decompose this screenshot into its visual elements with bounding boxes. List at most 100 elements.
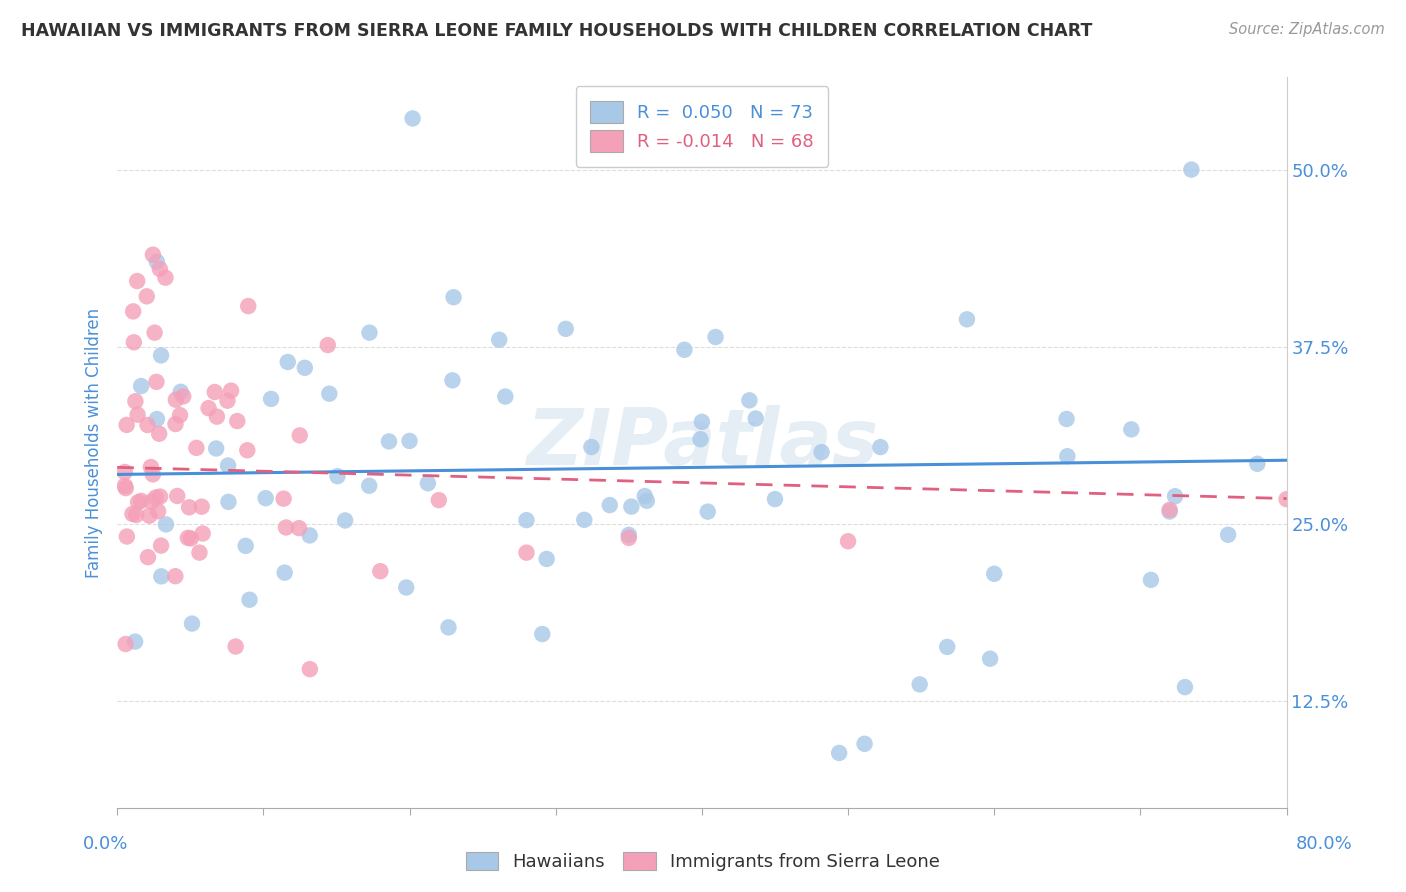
- Point: [696, 505, 718, 519]
- Point: [115, 417, 138, 432]
- Point: [494, 390, 516, 404]
- Point: [398, 434, 420, 448]
- Point: [441, 373, 464, 387]
- Point: [1180, 162, 1202, 177]
- Point: [908, 677, 931, 691]
- Point: [368, 564, 391, 578]
- Point: [1159, 504, 1181, 518]
- Point: [869, 440, 891, 454]
- Point: [1216, 528, 1239, 542]
- Point: [143, 326, 166, 340]
- Point: [1159, 503, 1181, 517]
- Point: [149, 490, 172, 504]
- Point: [188, 546, 211, 560]
- Point: [294, 360, 316, 375]
- Point: [150, 348, 173, 362]
- Point: [326, 469, 349, 483]
- Point: [427, 493, 450, 508]
- Point: [150, 569, 173, 583]
- Point: [437, 620, 460, 634]
- Point: [217, 393, 239, 408]
- Point: [416, 476, 439, 491]
- Point: [810, 445, 832, 459]
- Point: [581, 440, 603, 454]
- Point: [238, 299, 260, 313]
- Point: [177, 531, 200, 545]
- Point: [1164, 489, 1187, 503]
- Point: [219, 384, 242, 398]
- Point: [274, 520, 297, 534]
- Point: [217, 495, 239, 509]
- Point: [124, 634, 146, 648]
- Point: [1319, 454, 1341, 468]
- Point: [122, 335, 145, 350]
- Point: [141, 494, 163, 508]
- Text: 0.0%: 0.0%: [83, 835, 128, 853]
- Point: [316, 338, 339, 352]
- Point: [205, 442, 228, 456]
- Point: [395, 581, 418, 595]
- Point: [170, 384, 193, 399]
- Point: [155, 517, 177, 532]
- Point: [515, 546, 537, 560]
- Point: [180, 532, 202, 546]
- Point: [146, 412, 169, 426]
- Point: [165, 569, 187, 583]
- Point: [298, 528, 321, 542]
- Text: HAWAIIAN VS IMMIGRANTS FROM SIERRA LEONE FAMILY HOUSEHOLDS WITH CHILDREN CORRELA: HAWAIIAN VS IMMIGRANTS FROM SIERRA LEONE…: [21, 22, 1092, 40]
- Point: [115, 529, 138, 543]
- Legend: Hawaiians, Immigrants from Sierra Leone: Hawaiians, Immigrants from Sierra Leone: [458, 845, 948, 879]
- Point: [149, 261, 172, 276]
- Point: [181, 616, 204, 631]
- Point: [1140, 573, 1163, 587]
- Point: [620, 500, 643, 514]
- Point: [1121, 422, 1143, 436]
- Point: [837, 534, 859, 549]
- Point: [979, 652, 1001, 666]
- Point: [273, 566, 295, 580]
- Point: [689, 432, 711, 446]
- Point: [828, 746, 851, 760]
- Point: [488, 333, 510, 347]
- Point: [127, 495, 149, 509]
- Text: Source: ZipAtlas.com: Source: ZipAtlas.com: [1229, 22, 1385, 37]
- Point: [172, 389, 194, 403]
- Text: 80.0%: 80.0%: [1296, 835, 1353, 853]
- Point: [738, 393, 761, 408]
- Point: [190, 500, 212, 514]
- Point: [531, 627, 554, 641]
- Point: [145, 375, 167, 389]
- Point: [226, 414, 249, 428]
- Point: [165, 392, 187, 407]
- Point: [165, 417, 187, 431]
- Point: [401, 112, 423, 126]
- Y-axis label: Family Households with Children: Family Households with Children: [86, 308, 103, 578]
- Point: [146, 504, 169, 518]
- Point: [378, 434, 401, 449]
- Point: [298, 662, 321, 676]
- Point: [121, 507, 143, 521]
- Point: [288, 521, 311, 535]
- Point: [515, 513, 537, 527]
- Point: [443, 290, 465, 304]
- Point: [155, 270, 177, 285]
- Point: [114, 465, 136, 479]
- Point: [124, 394, 146, 409]
- Point: [1056, 412, 1078, 426]
- Point: [318, 386, 340, 401]
- Point: [1056, 449, 1078, 463]
- Point: [983, 566, 1005, 581]
- Point: [574, 513, 596, 527]
- Point: [114, 637, 136, 651]
- Point: [853, 737, 876, 751]
- Point: [136, 417, 159, 432]
- Point: [146, 254, 169, 268]
- Point: [186, 441, 208, 455]
- Point: [150, 539, 173, 553]
- Point: [177, 500, 200, 515]
- Text: ZIPatlas: ZIPatlas: [526, 405, 877, 481]
- Point: [745, 411, 768, 425]
- Point: [617, 528, 640, 542]
- Point: [235, 539, 257, 553]
- Point: [1246, 457, 1268, 471]
